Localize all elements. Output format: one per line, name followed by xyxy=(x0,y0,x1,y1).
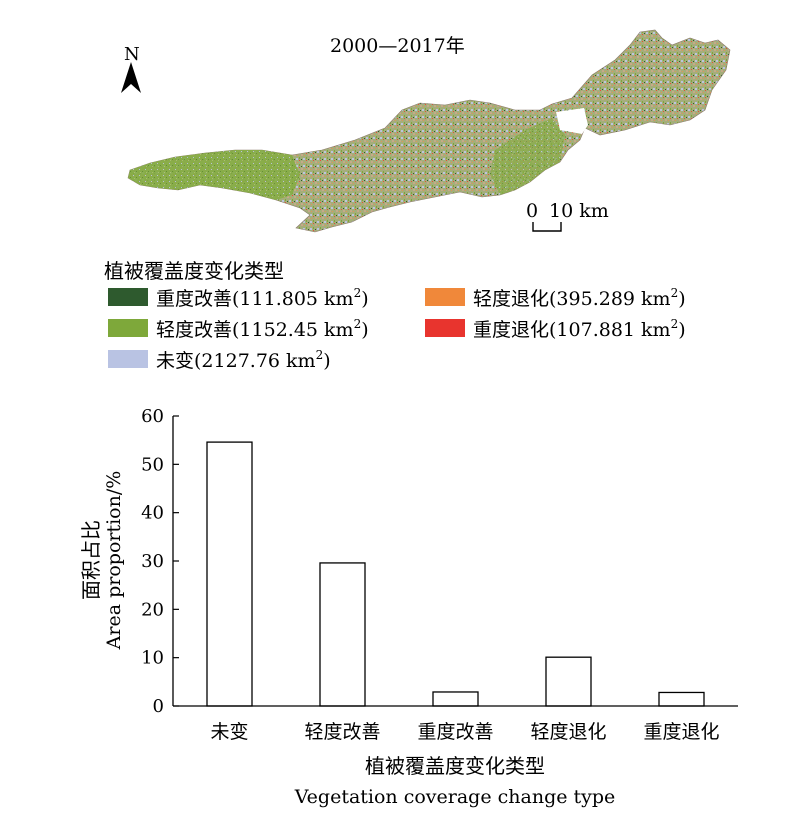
legend-label-close: ) xyxy=(678,319,685,341)
legend-label-sup: 2 xyxy=(671,286,679,300)
bar xyxy=(432,691,479,707)
x-tick-label: 轻度改善 xyxy=(304,721,380,743)
north-arrow-label: N xyxy=(124,44,140,65)
legend-label-area: (395.289 km xyxy=(549,288,671,310)
legend-label-type: 未变 xyxy=(156,350,194,372)
legend-swatch xyxy=(425,288,465,306)
x-axis-categories: 未变 轻度改善 重度改善 轻度退化 重度退化 xyxy=(210,721,719,743)
legend-item-unchanged: 未变(2127.76 km2) xyxy=(108,348,331,372)
x-tick-label: 重度退化 xyxy=(643,721,719,743)
map: 2000—2017年 N 0 10 km xyxy=(121,29,731,233)
legend-label-area: (107.881 km xyxy=(549,319,671,341)
y-tick-label: 20 xyxy=(141,599,164,620)
legend-label: 未变(2127.76 km2) xyxy=(156,348,331,372)
legend-label-type: 重度退化 xyxy=(473,319,549,341)
study-area-region xyxy=(127,29,731,233)
legend-swatch xyxy=(425,319,465,337)
x-tick-label: 轻度退化 xyxy=(530,721,606,743)
legend-label-area: (1152.45 km xyxy=(232,319,354,341)
bar xyxy=(319,562,366,707)
north-arrow-icon xyxy=(121,62,141,93)
map-title: 2000—2017年 xyxy=(330,35,465,57)
bar xyxy=(206,441,253,707)
legend-label-close: ) xyxy=(678,288,685,310)
north-arrow: N xyxy=(121,44,141,93)
y-tick-label: 30 xyxy=(141,551,164,572)
x-axis-label-cn: 植被覆盖度变化类型 xyxy=(365,754,545,778)
x-tick-label: 重度改善 xyxy=(417,721,493,743)
legend-label-close: ) xyxy=(361,288,368,310)
y-tick-label: 10 xyxy=(141,648,164,669)
legend-swatch xyxy=(108,350,148,368)
legend-label: 轻度改善(1152.45 km2) xyxy=(156,317,369,341)
y-axis-ticks: 0 10 20 30 40 50 60 xyxy=(141,406,179,717)
legend-swatch xyxy=(108,288,148,306)
bar-chart: 0 10 20 30 40 50 60 未变 轻度改善 重度改善 轻度退化 重度退化 面积占比 Ar… xyxy=(79,406,738,808)
y-tick-label: 50 xyxy=(141,454,164,475)
y-axis-label-en: Area proportion/% xyxy=(103,471,125,651)
legend-label: 重度退化(107.881 km2) xyxy=(473,317,686,341)
y-tick-label: 0 xyxy=(153,696,164,717)
legend-item-mild-improvement: 轻度改善(1152.45 km2) xyxy=(108,317,369,341)
legend-label: 轻度退化(395.289 km2) xyxy=(473,286,686,310)
legend-label-sup: 2 xyxy=(354,286,362,300)
legend-label-type: 重度改善 xyxy=(156,288,232,310)
scale-label-distance: 10 km xyxy=(549,200,609,222)
legend-label-sup: 2 xyxy=(316,348,324,362)
study-area-centre-vegetation xyxy=(490,118,565,195)
scale-bar-line xyxy=(532,222,562,232)
bar xyxy=(545,656,592,707)
study-area-west-vegetation xyxy=(128,150,300,200)
legend-title: 植被覆盖度变化类型 xyxy=(104,259,284,283)
study-area-notch xyxy=(556,108,588,134)
x-axis-label-en: Vegetation coverage change type xyxy=(294,786,616,808)
legend-label-close: ) xyxy=(361,319,368,341)
legend-swatch xyxy=(108,319,148,337)
legend-item-mild-degradation: 轻度退化(395.289 km2) xyxy=(425,286,686,310)
legend-label: 重度改善(111.805 km2) xyxy=(156,286,369,310)
y-axis-label-cn: 面积占比 xyxy=(79,520,103,600)
bar xyxy=(658,691,705,707)
legend-label-area: (2127.76 km xyxy=(194,350,316,372)
legend-label-sup: 2 xyxy=(354,317,362,331)
x-tick-label: 未变 xyxy=(210,721,248,743)
y-tick-label: 60 xyxy=(141,406,164,427)
legend-label-sup: 2 xyxy=(671,317,679,331)
scale-bar: 0 10 km xyxy=(526,200,609,232)
legend-item-severe-degradation: 重度退化(107.881 km2) xyxy=(425,317,686,341)
legend: 植被覆盖度变化类型 重度改善(111.805 km2) 轻度退化(395.289… xyxy=(104,259,686,372)
legend-label-type: 轻度退化 xyxy=(473,288,549,310)
legend-label-close: ) xyxy=(323,350,330,372)
legend-item-severe-improvement: 重度改善(111.805 km2) xyxy=(108,286,369,310)
legend-label-area: (111.805 km xyxy=(232,288,354,310)
y-tick-label: 40 xyxy=(141,503,164,524)
bars xyxy=(206,441,705,707)
legend-label-type: 轻度改善 xyxy=(156,319,232,341)
scale-label-zero: 0 xyxy=(526,200,538,222)
